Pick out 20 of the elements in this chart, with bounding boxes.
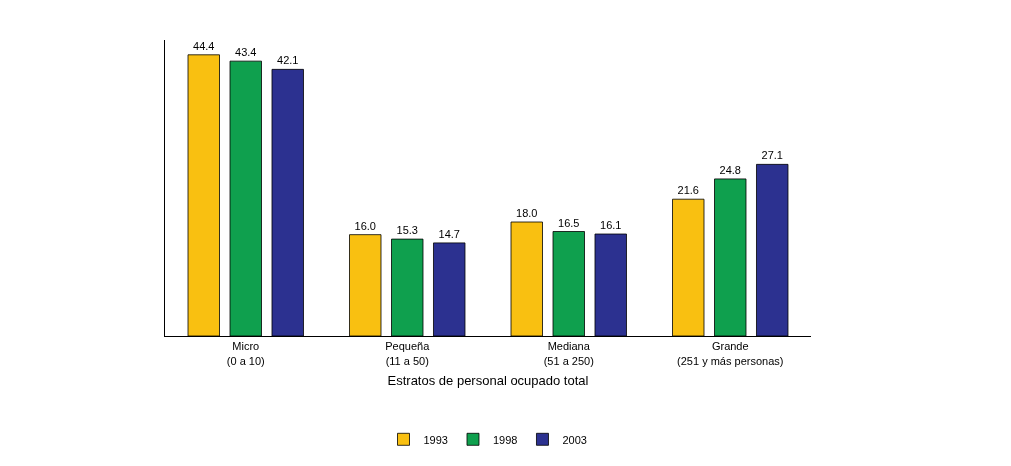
data-label: 16.5: [558, 216, 580, 229]
data-label: 44.4: [193, 39, 215, 52]
data-label: 15.3: [396, 224, 418, 237]
x-tick-label: Micro (0 a 10): [226, 340, 265, 367]
legend-label: 1998: [492, 433, 518, 446]
x-tick-label: Grande (251 y más personas): [677, 340, 784, 367]
x-tick-label: Mediana (51 a 250): [543, 340, 594, 367]
data-label: 21.6: [677, 184, 699, 197]
data-label: 43.4: [235, 46, 257, 59]
data-label: 18.0: [516, 207, 538, 219]
data-label: 24.8: [719, 163, 741, 176]
legend-label: 2003: [562, 433, 587, 446]
data-label: 27.1: [761, 149, 783, 162]
x-tick-label: Pequeña (11 a 50): [385, 340, 431, 367]
data-label: 16.1: [600, 219, 622, 232]
data-label: 14.7: [438, 227, 460, 240]
data-label: 16.0: [354, 219, 376, 232]
data-label: 42.1: [277, 54, 299, 67]
x-axis-title: Estratos de personal ocupado total: [387, 373, 589, 389]
legend-label: 1993: [423, 433, 448, 446]
